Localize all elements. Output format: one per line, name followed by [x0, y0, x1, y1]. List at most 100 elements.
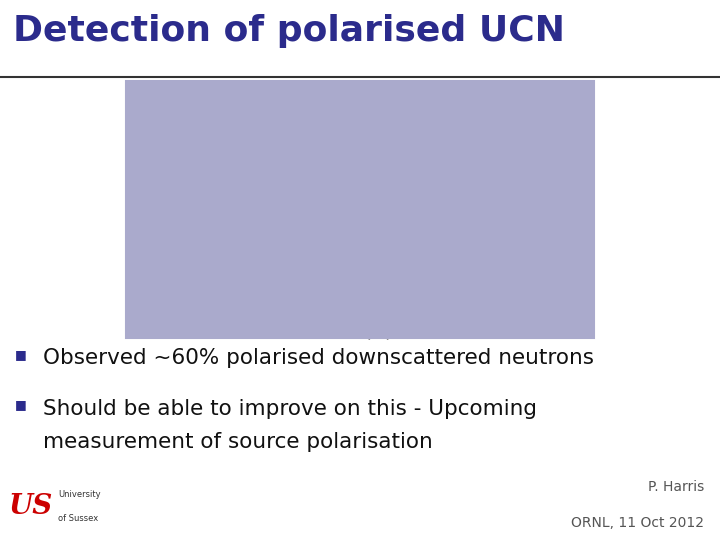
Point	[283, 305, 294, 313]
Point	[549, 306, 560, 314]
Point	[295, 306, 307, 314]
Point	[364, 302, 376, 311]
Point	[215, 114, 226, 123]
Point	[288, 306, 300, 314]
Point	[283, 305, 294, 314]
Point	[200, 128, 212, 137]
Point	[400, 296, 412, 305]
Point	[273, 297, 284, 306]
Point	[288, 304, 300, 313]
Point	[548, 307, 559, 315]
Point	[202, 123, 214, 131]
Point	[263, 300, 274, 309]
Point	[337, 305, 348, 314]
Point	[529, 303, 541, 312]
Point	[280, 288, 292, 297]
Point	[374, 305, 386, 314]
Point	[570, 307, 582, 315]
Point	[297, 304, 308, 313]
Point	[351, 305, 363, 314]
Point	[339, 306, 351, 314]
Point	[354, 306, 366, 314]
Point	[429, 306, 441, 314]
Point	[542, 305, 554, 313]
Point	[381, 308, 392, 316]
Point	[361, 302, 373, 310]
Point	[336, 299, 347, 308]
Point	[377, 302, 388, 310]
Point	[547, 305, 559, 314]
Point	[335, 299, 346, 308]
Point	[414, 305, 426, 314]
Point	[266, 280, 277, 289]
Point	[261, 292, 273, 301]
Point	[305, 306, 317, 314]
Point	[258, 293, 269, 301]
Point	[304, 298, 315, 306]
Point	[456, 271, 468, 280]
Point	[288, 301, 300, 309]
Point	[338, 306, 350, 314]
Point	[307, 303, 319, 312]
Point	[233, 307, 244, 316]
Point	[328, 292, 340, 301]
Point	[484, 295, 495, 304]
Point	[318, 305, 330, 314]
Point	[445, 261, 456, 269]
Point	[430, 264, 441, 273]
Point	[232, 171, 243, 179]
Point	[435, 261, 446, 270]
Point	[202, 125, 213, 134]
Point	[352, 305, 364, 313]
Point	[497, 300, 508, 309]
Point	[248, 261, 260, 270]
Point	[575, 303, 586, 312]
Point	[338, 296, 349, 305]
Point	[223, 127, 235, 136]
Point	[234, 185, 246, 193]
Point	[471, 285, 482, 293]
Point	[342, 306, 354, 315]
Point	[181, 183, 193, 192]
Point	[369, 305, 381, 314]
Point	[480, 306, 492, 314]
Point	[248, 262, 260, 271]
Point	[279, 305, 291, 314]
Point	[427, 265, 438, 274]
Point	[491, 300, 503, 308]
Point	[433, 304, 445, 313]
Point	[420, 274, 431, 283]
Point	[432, 262, 444, 271]
Point	[517, 306, 528, 314]
Point	[404, 293, 415, 301]
Point	[210, 116, 222, 124]
Point	[361, 304, 373, 313]
Point	[387, 295, 399, 303]
Point	[404, 291, 415, 300]
Point	[329, 305, 341, 313]
Point	[320, 298, 331, 306]
Point	[259, 290, 271, 299]
Point	[305, 301, 317, 309]
Point	[284, 291, 295, 299]
Point	[408, 307, 419, 316]
Point	[406, 293, 418, 302]
Point	[153, 301, 164, 310]
Point	[336, 305, 348, 314]
Point	[296, 295, 307, 303]
Point	[425, 267, 436, 276]
Point	[309, 305, 320, 314]
Point	[369, 295, 381, 304]
Point	[527, 302, 539, 311]
Point	[364, 306, 375, 315]
Point	[297, 301, 309, 309]
Point	[178, 189, 189, 198]
Point	[380, 307, 392, 315]
Point	[310, 302, 322, 310]
Point	[161, 306, 173, 315]
Point	[453, 263, 464, 272]
Point	[177, 197, 189, 206]
Point	[216, 102, 228, 111]
Point	[297, 297, 309, 306]
Point	[307, 302, 319, 310]
